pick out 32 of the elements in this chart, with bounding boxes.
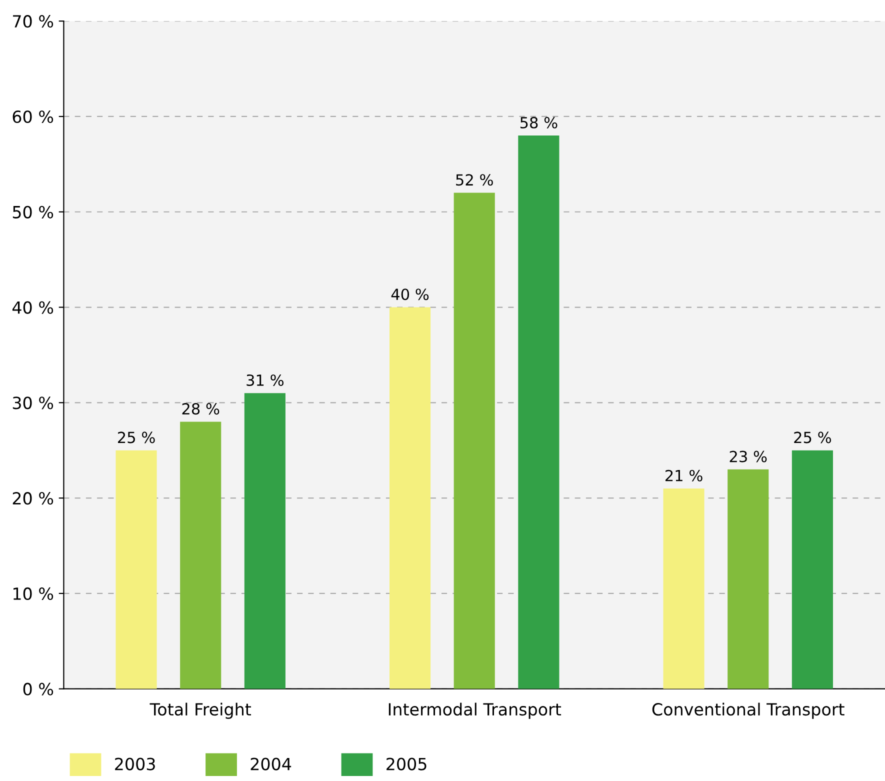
y-tick-label: 20 %	[12, 492, 54, 505]
y-tick-label: 60 %	[12, 110, 54, 124]
legend-label: 2004	[250, 758, 292, 770]
x-tick-label: Total Freight	[150, 702, 252, 719]
y-tick-label: 30 %	[12, 396, 54, 410]
y-tick-label: 50 %	[12, 206, 54, 218]
bar	[389, 307, 431, 689]
y-tick-label: 0 %	[23, 682, 54, 696]
y-tick-label: 70 %	[13, 15, 54, 28]
bar	[180, 422, 222, 689]
data-label: 52 %	[456, 174, 493, 186]
bar	[728, 469, 769, 689]
bar	[454, 192, 495, 689]
bar	[116, 450, 157, 689]
legend-label: 2005	[386, 758, 426, 770]
y-tick-label: 10 %	[13, 587, 54, 600]
y-tick-label: 40 %	[12, 301, 54, 314]
x-tick-label: Intermodal Transport	[388, 702, 562, 719]
bar	[663, 488, 704, 689]
legend-label: 2003	[115, 758, 155, 770]
bar	[244, 393, 286, 689]
data-label: 25 %	[794, 432, 832, 444]
bar	[792, 450, 833, 689]
data-label: 31 %	[246, 374, 284, 386]
data-label: 28 %	[182, 403, 220, 415]
data-label: 21 %	[666, 470, 702, 482]
bar	[518, 136, 560, 689]
x-tick-label: Conventional Transport	[652, 702, 844, 719]
data-label: 23 %	[730, 450, 767, 462]
data-label: 40 %	[391, 288, 429, 300]
data-label: 58 %	[520, 116, 558, 128]
data-label: 25 %	[118, 432, 155, 444]
